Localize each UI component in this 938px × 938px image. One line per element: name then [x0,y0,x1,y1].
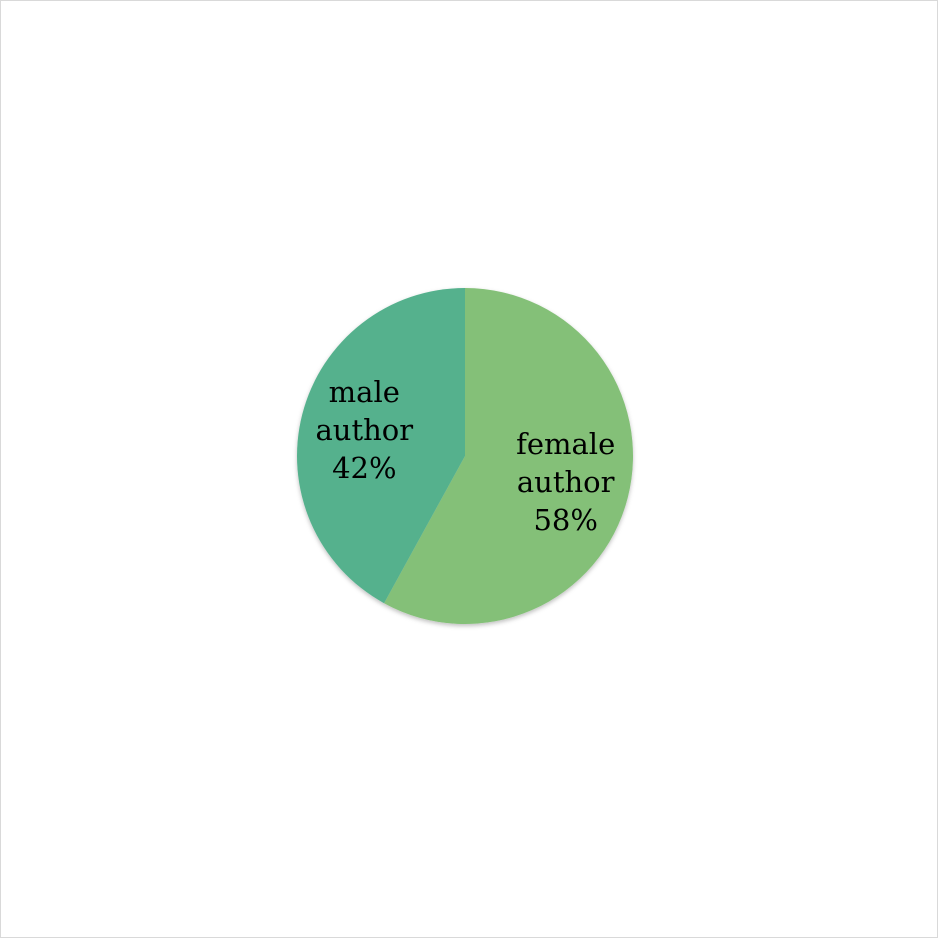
slice-label-0: female author 58% [516,427,615,537]
slice-label-1: male author 42% [315,375,413,485]
pie-slice-0 [384,288,634,624]
slice-value-label: 58% [533,503,597,537]
slice-value-label: 42% [332,451,396,485]
slice-category-label: author [315,413,413,447]
pie-slice-1 [297,288,465,604]
slice-category-label: male [329,375,400,409]
slice-category-label: female [516,427,615,461]
slice-category-label: author [517,465,615,499]
